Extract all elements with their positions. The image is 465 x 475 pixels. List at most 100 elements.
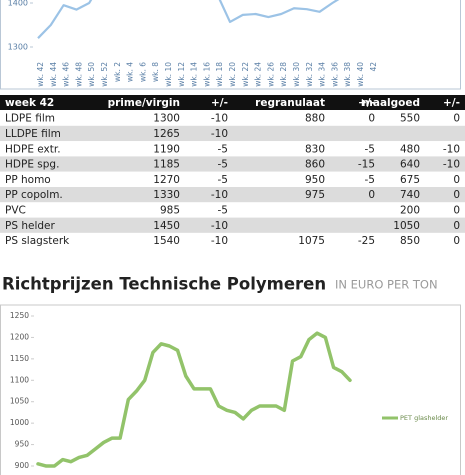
x-tick-label: wk. 8 [151,62,160,82]
heading-title: Richtprijzen Technische Polymeren [2,275,326,294]
line-series [37,0,340,39]
y-tick-label: 1000 [10,418,29,427]
table-cell: 975 [305,189,325,201]
table-header-cell: regranulaat [255,97,325,109]
table-cell: 1330 [153,189,180,201]
x-tick-label: wk. 4 [126,62,135,82]
table-cell: PVC [5,204,26,216]
table-cell: 1270 [153,174,180,186]
x-tick-label: wk. 50 [87,62,96,87]
x-tick-label: wk. 14 [190,62,199,87]
x-tick-label: wk. 40 [356,62,365,87]
x-tick-label: wk. 42 [36,62,45,87]
table-cell: 640 [400,159,420,171]
table-row-bg [0,125,465,142]
table-cell: -5 [365,174,375,186]
table-cell: -5 [218,143,228,155]
table-cell: LLDPE film [5,128,61,140]
table-cell: 0 [368,189,375,201]
y-tick-label: 900 [15,461,30,470]
line-series [36,331,352,468]
x-tick-label: 42 [369,62,378,72]
table-cell: HDPE spg. [5,159,59,171]
table-cell: 0 [453,189,460,201]
table-cell: 0 [453,220,460,232]
table-cell: 0 [453,174,460,186]
x-tick-label: wk. 12 [177,62,186,87]
table-header-cell: +/- [358,97,375,109]
table-cell: 880 [305,113,325,125]
table-cell: 1075 [298,235,325,247]
table-header-cell: +/- [443,97,460,109]
table-cell: 675 [400,174,420,186]
heading-subtitle: IN EURO PER TON [335,278,438,292]
x-tick-label: wk. 20 [228,62,237,87]
table-row-bg [0,217,465,233]
table-cell: 950 [305,174,325,186]
table-cell: -25 [358,235,375,247]
chart-frame [0,0,461,90]
y-tick-label: 1250 [10,311,29,320]
table-header-cell: +/- [211,97,228,109]
table-header-bg [0,95,465,110]
x-tick-label: wk. 34 [318,62,327,87]
table-cell: PP homo [5,174,51,186]
table-row-bg [0,187,465,203]
x-tick-label: wk. 32 [305,62,314,87]
y-tick-label: 1400 [8,0,28,8]
table-cell: 830 [305,143,325,155]
table-row-bg [0,232,465,249]
table-cell: -10 [443,159,460,171]
table-cell: 1050 [393,220,420,232]
table-cell: PS helder [5,220,55,232]
table-cell: 550 [400,113,420,125]
x-tick-label: wk. 22 [241,62,250,87]
table-row-bg [0,171,465,187]
y-tick-label: 1200 [10,332,29,341]
y-tick-label: 1150 [10,354,29,363]
table-cell: PP copolm. [5,189,63,201]
table-cell: 1190 [153,143,180,155]
x-tick-label: wk. 30 [292,62,301,87]
table-cell: 0 [368,113,375,125]
table-cell: 1540 [153,235,180,247]
table-cell: -10 [211,113,228,125]
table-cell: 985 [160,204,180,216]
table-cell: PS slagsterk [5,235,70,247]
table-cell: 200 [400,204,420,216]
table-cell: -10 [211,235,228,247]
table-row-bg [0,141,465,157]
x-tick-label: wk. 36 [330,62,339,87]
table-cell: -15 [358,159,375,171]
x-tick-label: wk. 18 [215,62,224,87]
table-header-cell: prime/virgin [108,97,180,109]
table-cell: 1450 [153,220,180,232]
table-cell: 0 [453,235,460,247]
y-tick-label: 1100 [10,375,29,384]
x-tick-label: wk. 26 [266,62,275,87]
y-tick-label: 1050 [10,397,29,406]
x-tick-label: wk. 28 [279,62,288,87]
chart-frame [0,304,461,475]
table-row-bg [0,110,465,126]
x-tick-label: wk. 16 [202,62,211,87]
table-cell: -5 [218,159,228,171]
table-header-cell: maalgoed [362,97,420,109]
table-cell: 1265 [153,128,180,140]
table-cell: -5 [365,143,375,155]
x-tick-label: wk. 46 [62,62,71,87]
x-tick-label: wk. 10 [164,62,173,87]
table-cell: 1185 [153,159,180,171]
table-cell: 0 [453,204,460,216]
table-header-cell: week 42 [5,97,54,109]
table-cell: LDPE film [5,113,55,125]
table-cell: HDPE extr. [5,143,61,155]
table-cell: 1300 [153,113,180,125]
table-cell: -10 [211,128,228,140]
table-cell: 740 [400,189,420,201]
table-cell: 850 [400,235,420,247]
x-tick-label: wk. 2 [113,62,122,82]
table-cell: -5 [218,174,228,186]
x-tick-label: wk. 52 [100,62,109,87]
